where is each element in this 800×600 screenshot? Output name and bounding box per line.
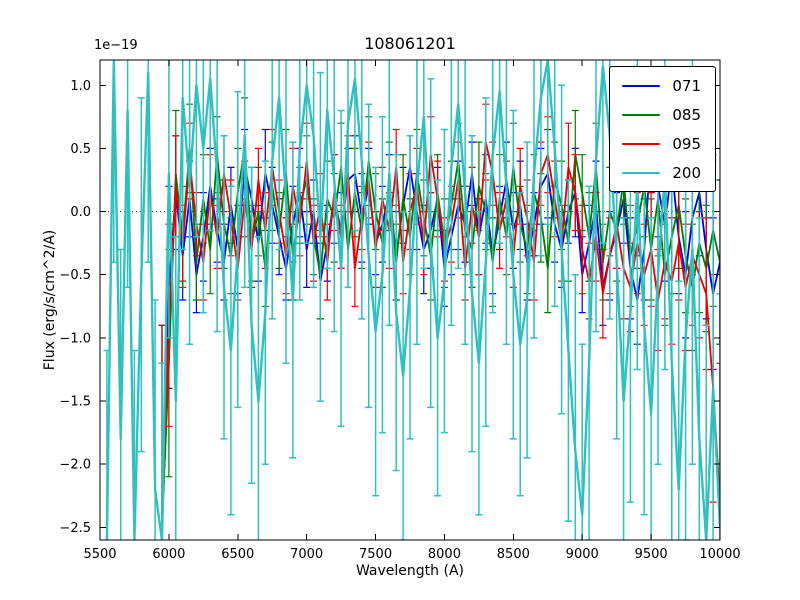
legend-label: 200 — [672, 163, 701, 182]
y-axis-label: Flux (erg/s/cm^2/A) — [42, 229, 58, 371]
x-tick-label: 9000 — [566, 547, 599, 562]
y-tick-label: 1.0 — [70, 79, 91, 94]
legend-line-sample-085 — [622, 113, 661, 116]
legend-line-sample-095 — [622, 142, 661, 145]
x-tick-label: 6000 — [152, 547, 185, 562]
x-tick-label: 10000 — [699, 547, 740, 562]
legend-entry-071: 071 — [622, 74, 701, 97]
x-tick-label: 5500 — [83, 547, 116, 562]
x-tick-label: 7500 — [359, 547, 392, 562]
legend-label: 071 — [672, 76, 701, 95]
x-tick-label: 9500 — [635, 547, 668, 562]
plot-title: 108061201 — [364, 34, 456, 53]
y-tick-label: 0.0 — [70, 205, 91, 220]
x-tick-label: 6500 — [221, 547, 254, 562]
legend: 071 085 095 200 — [609, 66, 716, 192]
legend-line-sample-200 — [622, 171, 661, 174]
y-tick-label: −0.5 — [59, 268, 91, 283]
x-tick-label: 7000 — [290, 547, 323, 562]
y-tick-label: −2.0 — [59, 458, 91, 473]
y-axis-offset-label: 1e−19 — [94, 38, 138, 53]
series-group — [103, 60, 720, 540]
x-axis-label: Wavelength (A) — [355, 563, 464, 579]
y-tick-label: −1.0 — [59, 331, 91, 346]
legend-label: 095 — [672, 134, 701, 153]
legend-entry-095: 095 — [622, 132, 701, 155]
x-tick-label: 8000 — [428, 547, 461, 562]
axes-frame — [99, 59, 721, 541]
x-tick-label: 8500 — [497, 547, 530, 562]
legend-line-sample-071 — [622, 84, 661, 87]
series-line-200 — [105, 60, 720, 540]
y-tick-label: −2.5 — [59, 521, 91, 536]
series-line-095 — [161, 141, 720, 504]
y-tick-label: 0.5 — [70, 142, 91, 157]
legend-entry-085: 085 — [622, 103, 701, 126]
legend-label: 085 — [672, 105, 701, 124]
legend-entry-200: 200 — [622, 161, 701, 184]
y-tick-label: −1.5 — [59, 395, 91, 410]
